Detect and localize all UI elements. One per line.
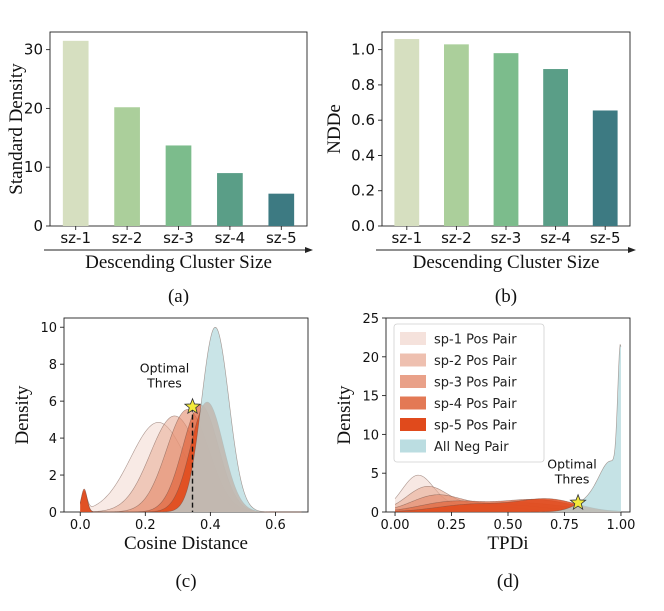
x-tick-label: 0.50 [494, 518, 523, 533]
y-tick-label: 10 [362, 428, 379, 443]
legend-swatch [400, 353, 426, 367]
legend-label: sp-1 Pos Pair [434, 333, 517, 348]
x-tick-label: sz-5 [590, 229, 621, 247]
x-axis-label: Cosine Distance [124, 533, 248, 554]
density-line-5 [80, 326, 302, 513]
chart-b: sz-1 sz-2 sz-3 sz-4 sz-5 0.0 0.2 0.4 0.6 0.8 1.0 De… [324, 31, 636, 307]
annotation-text: Thres [554, 472, 590, 487]
descending-arrow-head [628, 247, 636, 253]
x-tick-label: 0.00 [381, 518, 410, 533]
y-tick-label: 6 [49, 395, 57, 410]
chart-a: sz-1 sz-2 sz-3 sz-4 sz-5 0 10 20 30 Descending Cl… [6, 31, 313, 307]
descending-arrow-head [305, 247, 313, 253]
density-area-4 [80, 402, 302, 512]
x-tick-label: sz-2 [112, 229, 143, 247]
x-tick-label: 1.00 [606, 518, 635, 533]
x-tick-label: 0.75 [550, 518, 579, 533]
density-area-5 [395, 344, 621, 512]
x-tick-label: sz-2 [441, 229, 472, 247]
bar-sz-5 [268, 193, 295, 226]
y-axis-label: Standard Density [6, 63, 27, 195]
x-tick-label: sz-5 [266, 229, 297, 247]
x-axis-label: TPDi [487, 533, 528, 554]
legend-label: sp-4 Pos Pair [434, 397, 517, 412]
y-tick-label: 25 [362, 312, 379, 327]
x-tick-label: 0.2 [135, 518, 156, 533]
y-tick-label: 4 [49, 432, 57, 447]
y-tick-label: 0.8 [351, 76, 375, 94]
y-tick-label: 0.0 [351, 217, 375, 235]
y-tick-label: 0.6 [351, 111, 375, 129]
legend-box [393, 323, 545, 463]
y-axis-label: NDDe [324, 104, 345, 154]
x-tick-label: sz-4 [215, 229, 246, 247]
optimal-threshold-star-icon [183, 397, 202, 415]
bar-sz-3 [493, 53, 519, 226]
y-tick-label: 0.4 [351, 146, 375, 164]
y-tick-label: 20 [362, 351, 379, 366]
y-tick-label: 10 [40, 321, 57, 336]
legend-swatch [400, 332, 426, 345]
x-tick-label: 0.25 [437, 518, 466, 533]
panel-caption: (c) [175, 571, 196, 592]
y-tick-label: 0 [371, 506, 379, 521]
y-axis-label: Density [334, 385, 355, 445]
x-tick-label: sz-4 [540, 229, 571, 247]
legend-swatch [400, 396, 426, 410]
legend-label: All Neg Pair [434, 440, 509, 455]
bar-sz-5 [592, 110, 618, 226]
y-axis-label: Density [12, 385, 33, 445]
y-tick-label: 20 [24, 99, 43, 117]
y-tick-label: 0 [33, 217, 43, 235]
density-area-4 [395, 498, 621, 512]
x-axis-label: Descending Cluster Size [413, 252, 600, 273]
y-tick-label: 1.0 [351, 41, 375, 59]
panel-caption: (b) [495, 286, 517, 307]
bar-sz-4 [543, 69, 568, 226]
legend-label: sp-2 Pos Pair [434, 354, 517, 369]
x-tick-label: 0.6 [265, 518, 286, 533]
bar-sz-4 [217, 173, 243, 226]
y-tick-label: 2 [49, 469, 57, 484]
annotation-text: Thres [146, 376, 182, 391]
x-tick-label: sz-1 [60, 229, 91, 247]
x-tick-label: sz-3 [163, 229, 194, 247]
x-tick-label: sz-3 [491, 229, 522, 247]
annotation-text: Optimal [547, 457, 596, 472]
annotation-text: Optimal [140, 361, 189, 376]
y-tick-label: 8 [49, 358, 57, 373]
bar-sz-3 [165, 145, 192, 226]
legend-swatch [400, 375, 426, 388]
optimal-threshold-star-icon [569, 493, 587, 511]
panel-caption: (a) [168, 286, 189, 307]
bar-sz-1 [394, 39, 420, 226]
chart-d: 0.00 0.25 0.50 0.75 1.00 0 5 10 15 20 25 OptimalThr… [334, 312, 635, 592]
x-tick-label: 0.4 [200, 518, 221, 533]
y-tick-label: 10 [24, 158, 43, 176]
y-tick-label: 30 [24, 41, 43, 59]
x-tick-label: 0.0 [70, 518, 91, 533]
x-axis-label: Descending Cluster Size [85, 252, 272, 273]
bar-sz-2 [114, 107, 140, 226]
y-tick-label: 5 [371, 467, 379, 482]
bar-sz-1 [62, 40, 89, 227]
legend-label: sp-5 Pos Pair [434, 419, 517, 434]
y-tick-label: 0 [49, 506, 57, 521]
y-tick-label: 0.2 [351, 182, 375, 200]
legend-swatch [400, 439, 426, 453]
x-tick-label: sz-1 [391, 229, 422, 247]
legend-label: sp-3 Pos Pair [434, 376, 517, 391]
legend-swatch [400, 418, 426, 431]
y-tick-label: 15 [362, 390, 379, 405]
bar-sz-2 [444, 44, 469, 226]
panel-caption: (d) [497, 571, 519, 592]
